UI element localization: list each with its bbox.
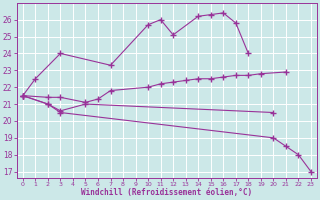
X-axis label: Windchill (Refroidissement éolien,°C): Windchill (Refroidissement éolien,°C)	[81, 188, 252, 197]
